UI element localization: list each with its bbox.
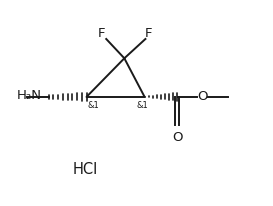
Text: H₂N: H₂N: [16, 89, 41, 102]
Text: F: F: [145, 27, 152, 40]
Text: &1: &1: [88, 101, 100, 110]
Text: HCl: HCl: [73, 162, 98, 177]
Text: O: O: [172, 131, 182, 144]
Text: O: O: [197, 90, 208, 103]
Text: &1: &1: [136, 101, 148, 110]
Text: F: F: [98, 27, 105, 40]
